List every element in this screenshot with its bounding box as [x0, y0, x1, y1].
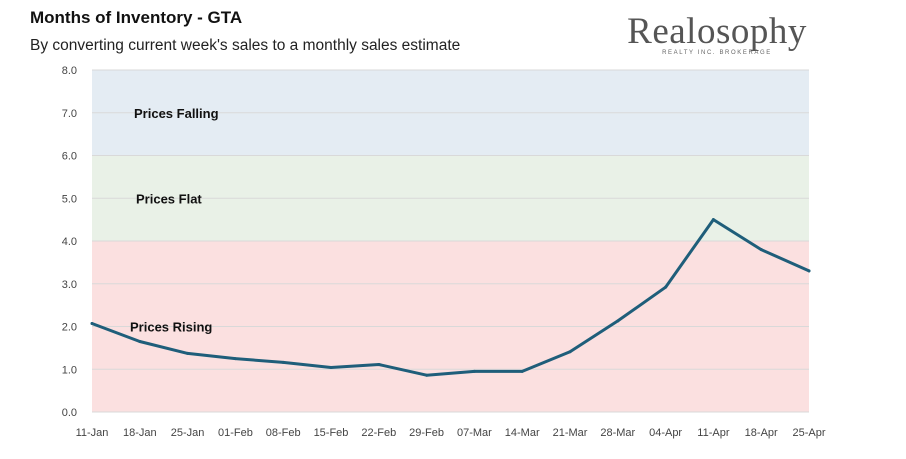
band-label-prices-flat: Prices Flat [136, 191, 202, 206]
logo-wordmark: Realosophy [627, 11, 807, 52]
data-point [568, 350, 572, 354]
x-tick-label: 25-Apr [792, 427, 825, 439]
inventory-series-line [90, 218, 811, 377]
y-tick-label: 4.0 [62, 236, 77, 248]
x-tick-label: 29-Feb [409, 427, 444, 439]
y-tick-label: 8.0 [62, 65, 77, 77]
y-tick-label: 5.0 [62, 193, 77, 205]
data-point [138, 339, 142, 343]
x-tick-label: 28-Mar [600, 427, 635, 439]
y-tick-label: 2.0 [62, 322, 77, 334]
x-tick-label: 25-Jan [171, 427, 205, 439]
data-points [90, 218, 811, 377]
data-point [186, 351, 190, 355]
x-tick-label: 18-Apr [745, 427, 778, 439]
data-point [664, 285, 668, 289]
x-tick-label: 21-Mar [553, 427, 588, 439]
data-point [425, 373, 429, 377]
x-tick-label: 15-Feb [314, 427, 349, 439]
x-tick-label: 18-Jan [123, 427, 157, 439]
data-point [711, 218, 715, 222]
y-tick-label: 7.0 [62, 108, 77, 120]
y-tick-label: 3.0 [62, 279, 77, 291]
realosophy-logo: Realosophy REALTY INC. BROKERAGE [622, 11, 812, 57]
data-point [520, 369, 524, 373]
data-point [281, 360, 285, 364]
logo-tagline: REALTY INC. BROKERAGE [662, 50, 772, 56]
x-axis-ticks: 11-Jan 18-Jan 25-Jan 01-Feb 08-Feb 15-Feb 22-F… [76, 427, 826, 439]
x-tick-label: 07-Mar [457, 427, 492, 439]
data-point [616, 319, 620, 323]
y-axis-ticks: 0.0 1.0 2.0 3.0 4.0 5.0 6.0 7.0 8.0 [62, 65, 77, 419]
x-tick-label: 01-Feb [218, 427, 253, 439]
chart-title: Months of Inventory - GTA [30, 8, 243, 27]
data-point [329, 366, 333, 370]
x-tick-label: 08-Feb [266, 427, 301, 439]
band-label-prices-falling: Prices Falling [134, 106, 219, 121]
y-tick-label: 0.0 [62, 407, 77, 419]
gridlines [92, 69, 809, 413]
data-point [377, 363, 381, 367]
x-tick-label: 22-Feb [361, 427, 396, 439]
x-tick-label: 14-Mar [505, 427, 540, 439]
data-point [233, 357, 237, 361]
data-point [90, 322, 94, 326]
x-tick-label: 11-Apr [697, 427, 730, 439]
data-point [759, 248, 763, 252]
y-tick-label: 1.0 [62, 364, 77, 376]
data-point [472, 369, 476, 373]
chart-subtitle: By converting current week's sales to a … [30, 37, 461, 54]
x-tick-label: 11-Jan [76, 427, 109, 439]
band-label-prices-rising: Prices Rising [130, 320, 212, 335]
data-point [807, 269, 811, 273]
price-zone-labels: Prices Falling Prices Flat Prices Rising [130, 106, 219, 335]
x-tick-label: 04-Apr [649, 427, 682, 439]
y-tick-label: 6.0 [62, 151, 77, 163]
